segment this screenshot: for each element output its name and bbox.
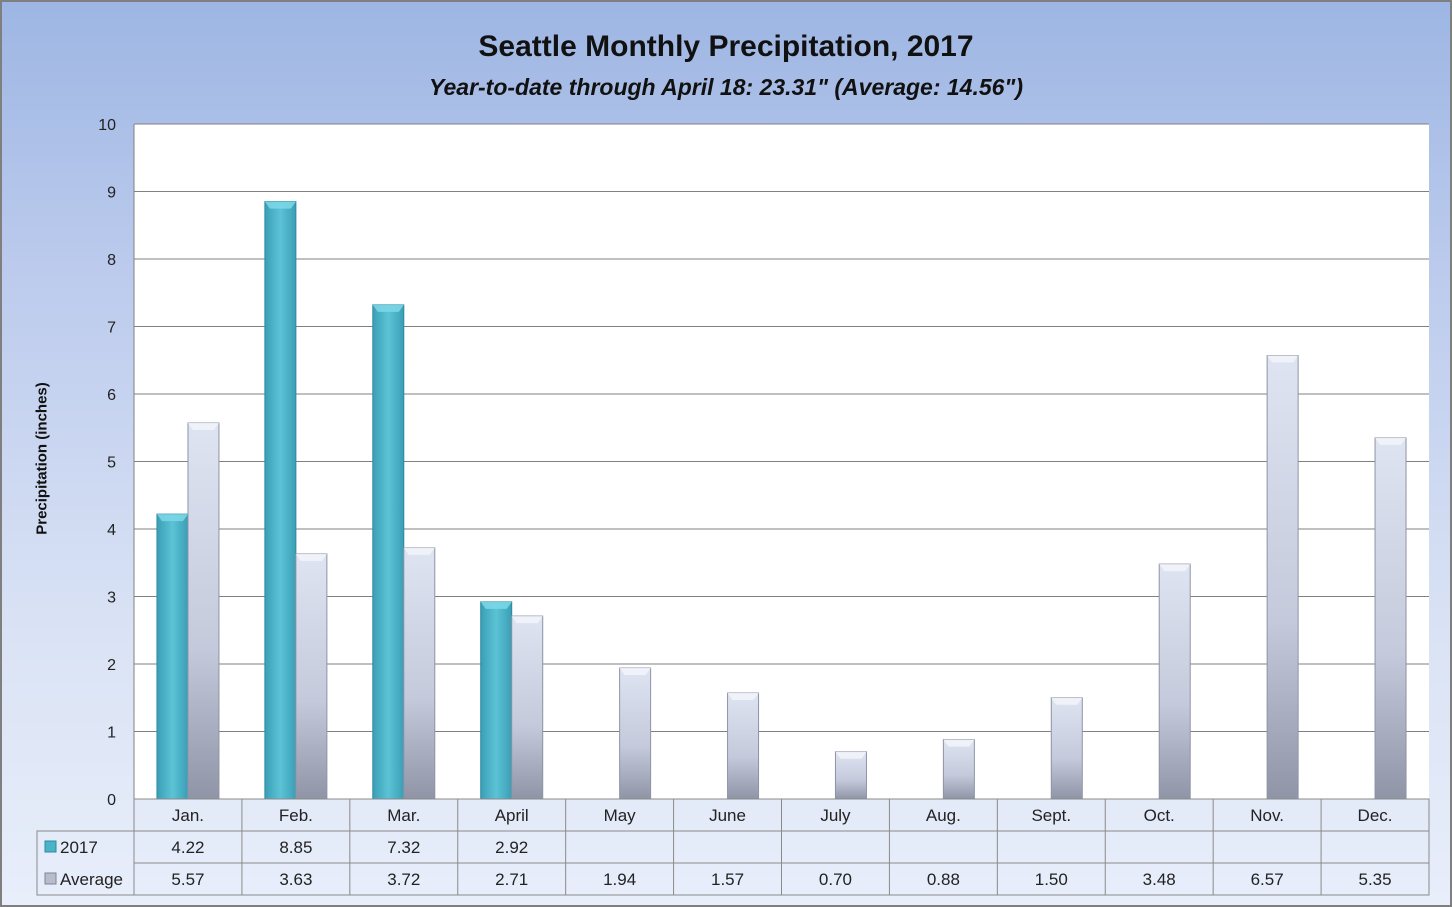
bar-bevel <box>1159 564 1191 572</box>
x-tick-label: Sept. <box>1031 806 1071 825</box>
x-tick-label: Nov. <box>1250 806 1284 825</box>
bar-2017-1 <box>264 201 297 800</box>
data-label: 3.72 <box>387 870 420 889</box>
y-tick-label: 7 <box>107 320 116 337</box>
y-tick-label: 3 <box>107 590 116 607</box>
x-tick-label: Dec. <box>1358 806 1393 825</box>
bar-2017 <box>156 513 189 800</box>
legend-label: 2017 <box>60 838 98 857</box>
bar-average-3 <box>511 615 544 800</box>
x-tick-label: Jan. <box>172 806 204 825</box>
y-tick-label: 0 <box>107 792 116 809</box>
bar-average-1 <box>295 553 328 800</box>
bar-bevel <box>1267 355 1299 363</box>
y-tick-label: 8 <box>107 252 116 269</box>
data-label: 1.57 <box>711 870 744 889</box>
y-tick-label: 1 <box>107 725 116 742</box>
bar-bevel <box>187 423 219 431</box>
bar-bevel <box>480 601 512 609</box>
legend-key-average <box>44 872 57 885</box>
chart-title: Seattle Monthly Precipitation, 2017 <box>478 30 974 63</box>
bar-average <box>403 547 436 800</box>
bar-bevel <box>835 751 867 759</box>
bar-average-5 <box>727 692 760 800</box>
bar-bevel <box>619 668 651 676</box>
data-label: 2.92 <box>495 838 528 857</box>
data-label: 5.57 <box>171 870 204 889</box>
bar-average <box>834 751 867 800</box>
data-label: 6.57 <box>1251 870 1284 889</box>
y-tick-label: 5 <box>107 455 116 472</box>
bar-average <box>619 667 652 800</box>
data-label: 1.94 <box>603 870 636 889</box>
bar-average-10 <box>1266 355 1299 800</box>
x-tick-label: May <box>604 806 637 825</box>
bar-bevel <box>1375 437 1407 445</box>
data-label: 2.71 <box>495 870 528 889</box>
x-tick-label: June <box>709 806 746 825</box>
bar-average-4 <box>619 667 652 800</box>
data-label: 8.85 <box>279 838 312 857</box>
bar-2017 <box>264 201 297 800</box>
bar-average-9 <box>1158 563 1191 800</box>
data-label: 0.88 <box>927 870 960 889</box>
bar-average <box>295 553 328 800</box>
bar-2017-2 <box>372 304 405 800</box>
y-tick-label: 9 <box>107 185 116 202</box>
bar-average-11 <box>1374 437 1407 800</box>
data-label: 1.50 <box>1035 870 1068 889</box>
y-tick-label: 6 <box>107 387 116 404</box>
bar-average-2 <box>403 547 436 800</box>
data-label: 0.70 <box>819 870 852 889</box>
bar-average <box>187 422 220 800</box>
x-tick-label: Aug. <box>926 806 961 825</box>
data-label: 3.63 <box>279 870 312 889</box>
bar-bevel <box>1051 697 1083 705</box>
x-tick-label: July <box>820 806 851 825</box>
x-tick-label: April <box>495 806 529 825</box>
bar-bevel <box>403 547 435 555</box>
y-tick-label: 10 <box>98 117 116 134</box>
legend-key-2017 <box>44 840 57 853</box>
data-label: 4.22 <box>171 838 204 857</box>
bar-2017 <box>372 304 405 800</box>
data-label: 3.48 <box>1143 870 1176 889</box>
bar-2017-3 <box>480 601 513 800</box>
bar-bevel <box>295 553 327 561</box>
bar-average <box>1374 437 1407 800</box>
chart-subtitle: Year-to-date through April 18: 23.31" (A… <box>429 74 1023 100</box>
bar-average <box>1158 563 1191 800</box>
bar-average-6 <box>834 751 867 800</box>
bar-average <box>511 615 544 800</box>
x-tick-label: Feb. <box>279 806 313 825</box>
y-tick-label: 4 <box>107 522 116 539</box>
bar-bevel <box>727 693 759 701</box>
bar-average-8 <box>1050 697 1083 800</box>
bar-bevel <box>943 739 975 747</box>
bar-average <box>1266 355 1299 800</box>
bar-bevel <box>264 201 296 209</box>
bar-average <box>1050 697 1083 800</box>
bar-average-7 <box>942 739 975 800</box>
data-label: 5.35 <box>1358 870 1391 889</box>
legend-label: Average <box>60 870 123 889</box>
bar-average-0 <box>187 422 220 800</box>
x-tick-label: Mar. <box>387 806 420 825</box>
bar-bevel <box>511 616 543 624</box>
y-tick-label: 2 <box>107 657 116 674</box>
bar-bevel <box>156 514 188 522</box>
bar-average <box>942 739 975 800</box>
bar-2017-0 <box>156 513 189 800</box>
bar-2017 <box>480 601 513 800</box>
x-tick-label: Oct. <box>1144 806 1175 825</box>
bar-average <box>727 692 760 800</box>
bar-bevel <box>372 304 404 312</box>
data-label: 7.32 <box>387 838 420 857</box>
